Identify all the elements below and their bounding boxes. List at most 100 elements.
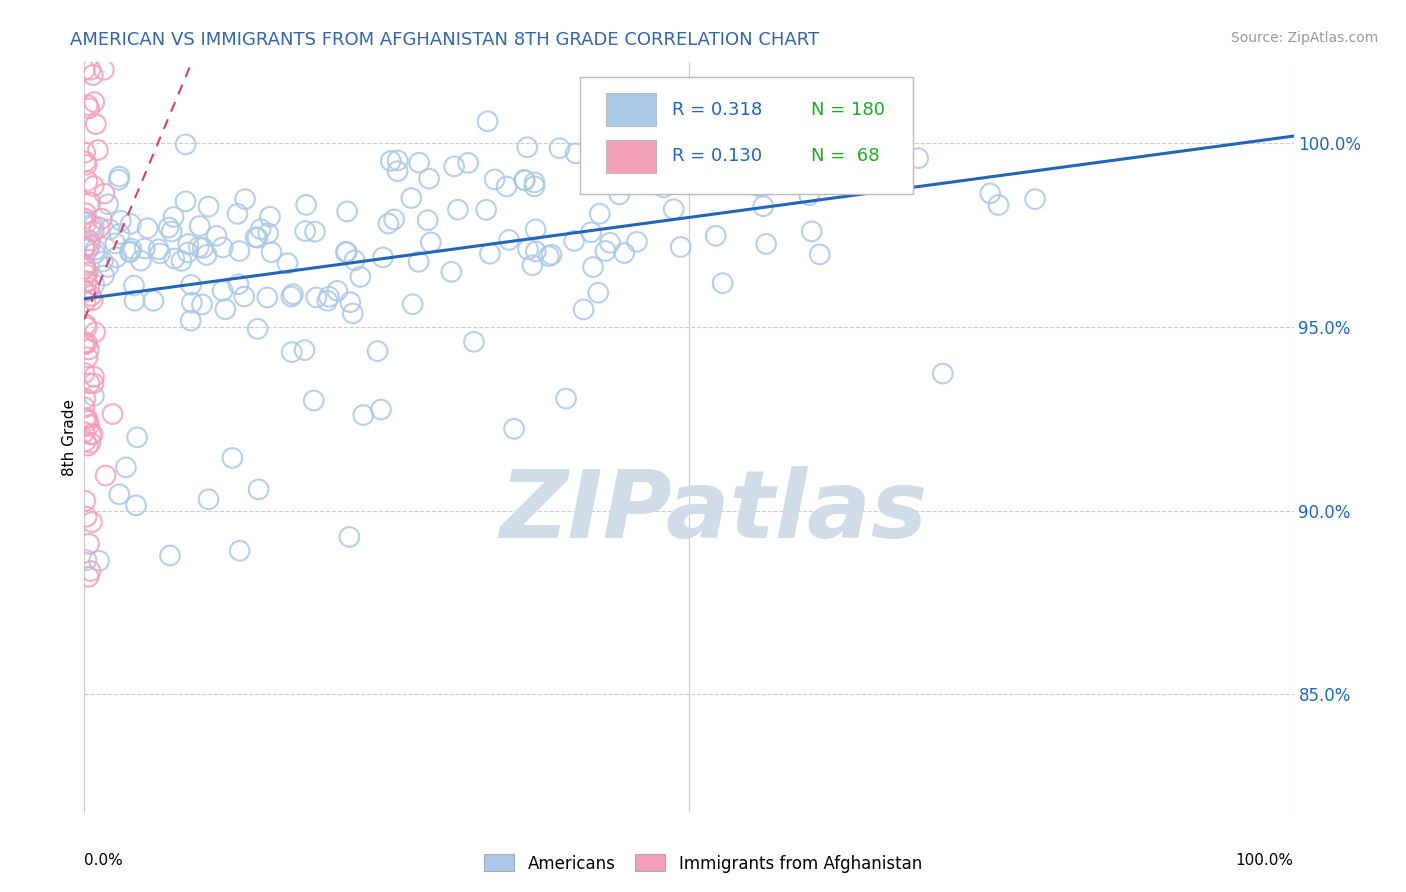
Point: [75, 392, 97, 406]
Point: [73, 425, 96, 440]
Point: [419, 235, 441, 250]
Point: [447, 202, 470, 217]
Point: [87, 143, 110, 157]
Point: [180, 277, 202, 292]
Point: [932, 367, 955, 381]
Point: [256, 290, 278, 304]
Point: [76, 158, 98, 172]
Point: [211, 284, 233, 298]
Point: [76, 275, 98, 289]
Point: [148, 242, 170, 256]
Point: [335, 245, 357, 260]
Point: [115, 460, 138, 475]
Point: [120, 242, 142, 256]
Point: [82, 293, 104, 307]
Point: [75, 553, 97, 567]
Point: [149, 246, 172, 260]
Point: [699, 152, 721, 166]
Point: [76, 265, 98, 279]
Point: [83, 376, 105, 391]
Point: [163, 252, 186, 266]
Text: R = 0.318: R = 0.318: [672, 101, 762, 119]
Point: [418, 171, 440, 186]
Point: [122, 278, 145, 293]
Point: [339, 295, 361, 310]
Point: [75, 494, 97, 508]
Point: [77, 281, 100, 295]
Point: [503, 422, 526, 436]
Point: [195, 248, 218, 262]
Point: [120, 244, 142, 259]
Point: [588, 285, 610, 300]
Point: [555, 392, 578, 406]
Point: [280, 289, 302, 303]
Point: [295, 198, 318, 212]
Point: [75, 318, 97, 332]
Point: [408, 255, 430, 269]
Point: [83, 179, 105, 194]
Point: [228, 543, 250, 558]
Point: [524, 244, 547, 259]
Point: [84, 117, 107, 131]
Point: [75, 434, 97, 449]
Point: [84, 326, 107, 340]
Point: [233, 192, 256, 206]
Point: [170, 253, 193, 268]
Point: [82, 68, 104, 82]
Point: [177, 237, 200, 252]
Point: [79, 435, 101, 450]
Point: [107, 172, 129, 186]
Point: [77, 417, 100, 432]
Point: [599, 235, 621, 250]
Point: [624, 171, 647, 186]
Legend: Americans, Immigrants from Afghanistan: Americans, Immigrants from Afghanistan: [478, 847, 928, 880]
Point: [101, 407, 124, 421]
Point: [80, 427, 103, 442]
Point: [104, 236, 127, 251]
Point: [221, 450, 243, 465]
Point: [136, 221, 159, 235]
Point: [387, 164, 409, 178]
Point: [205, 228, 228, 243]
Point: [513, 173, 536, 187]
Point: [76, 174, 98, 188]
Point: [495, 179, 517, 194]
Point: [294, 224, 316, 238]
Point: [228, 277, 250, 292]
Point: [522, 258, 544, 272]
Point: [120, 217, 142, 231]
Point: [669, 240, 692, 254]
Point: [416, 213, 439, 227]
Point: [108, 169, 131, 184]
Point: [537, 249, 560, 263]
Point: [228, 244, 250, 258]
Point: [752, 199, 775, 213]
Point: [595, 244, 617, 258]
Point: [83, 369, 105, 384]
Point: [246, 322, 269, 336]
Point: [304, 225, 326, 239]
Point: [105, 251, 128, 265]
Point: [76, 411, 98, 425]
Point: [142, 293, 165, 308]
Point: [336, 244, 359, 259]
Text: N =  68: N = 68: [811, 147, 880, 165]
FancyBboxPatch shape: [606, 93, 657, 126]
Point: [73, 285, 96, 299]
Point: [377, 217, 399, 231]
Point: [408, 155, 430, 169]
Point: [305, 290, 328, 304]
Point: [77, 537, 100, 551]
Point: [73, 241, 96, 255]
Point: [907, 151, 929, 165]
Point: [277, 256, 299, 270]
Point: [260, 245, 283, 260]
Point: [75, 412, 97, 426]
Point: [75, 206, 97, 220]
Text: R = 0.130: R = 0.130: [672, 147, 762, 165]
Point: [589, 137, 612, 152]
Point: [652, 180, 675, 194]
Point: [97, 197, 120, 211]
Y-axis label: 8th Grade: 8th Grade: [62, 399, 77, 475]
Point: [316, 293, 339, 308]
